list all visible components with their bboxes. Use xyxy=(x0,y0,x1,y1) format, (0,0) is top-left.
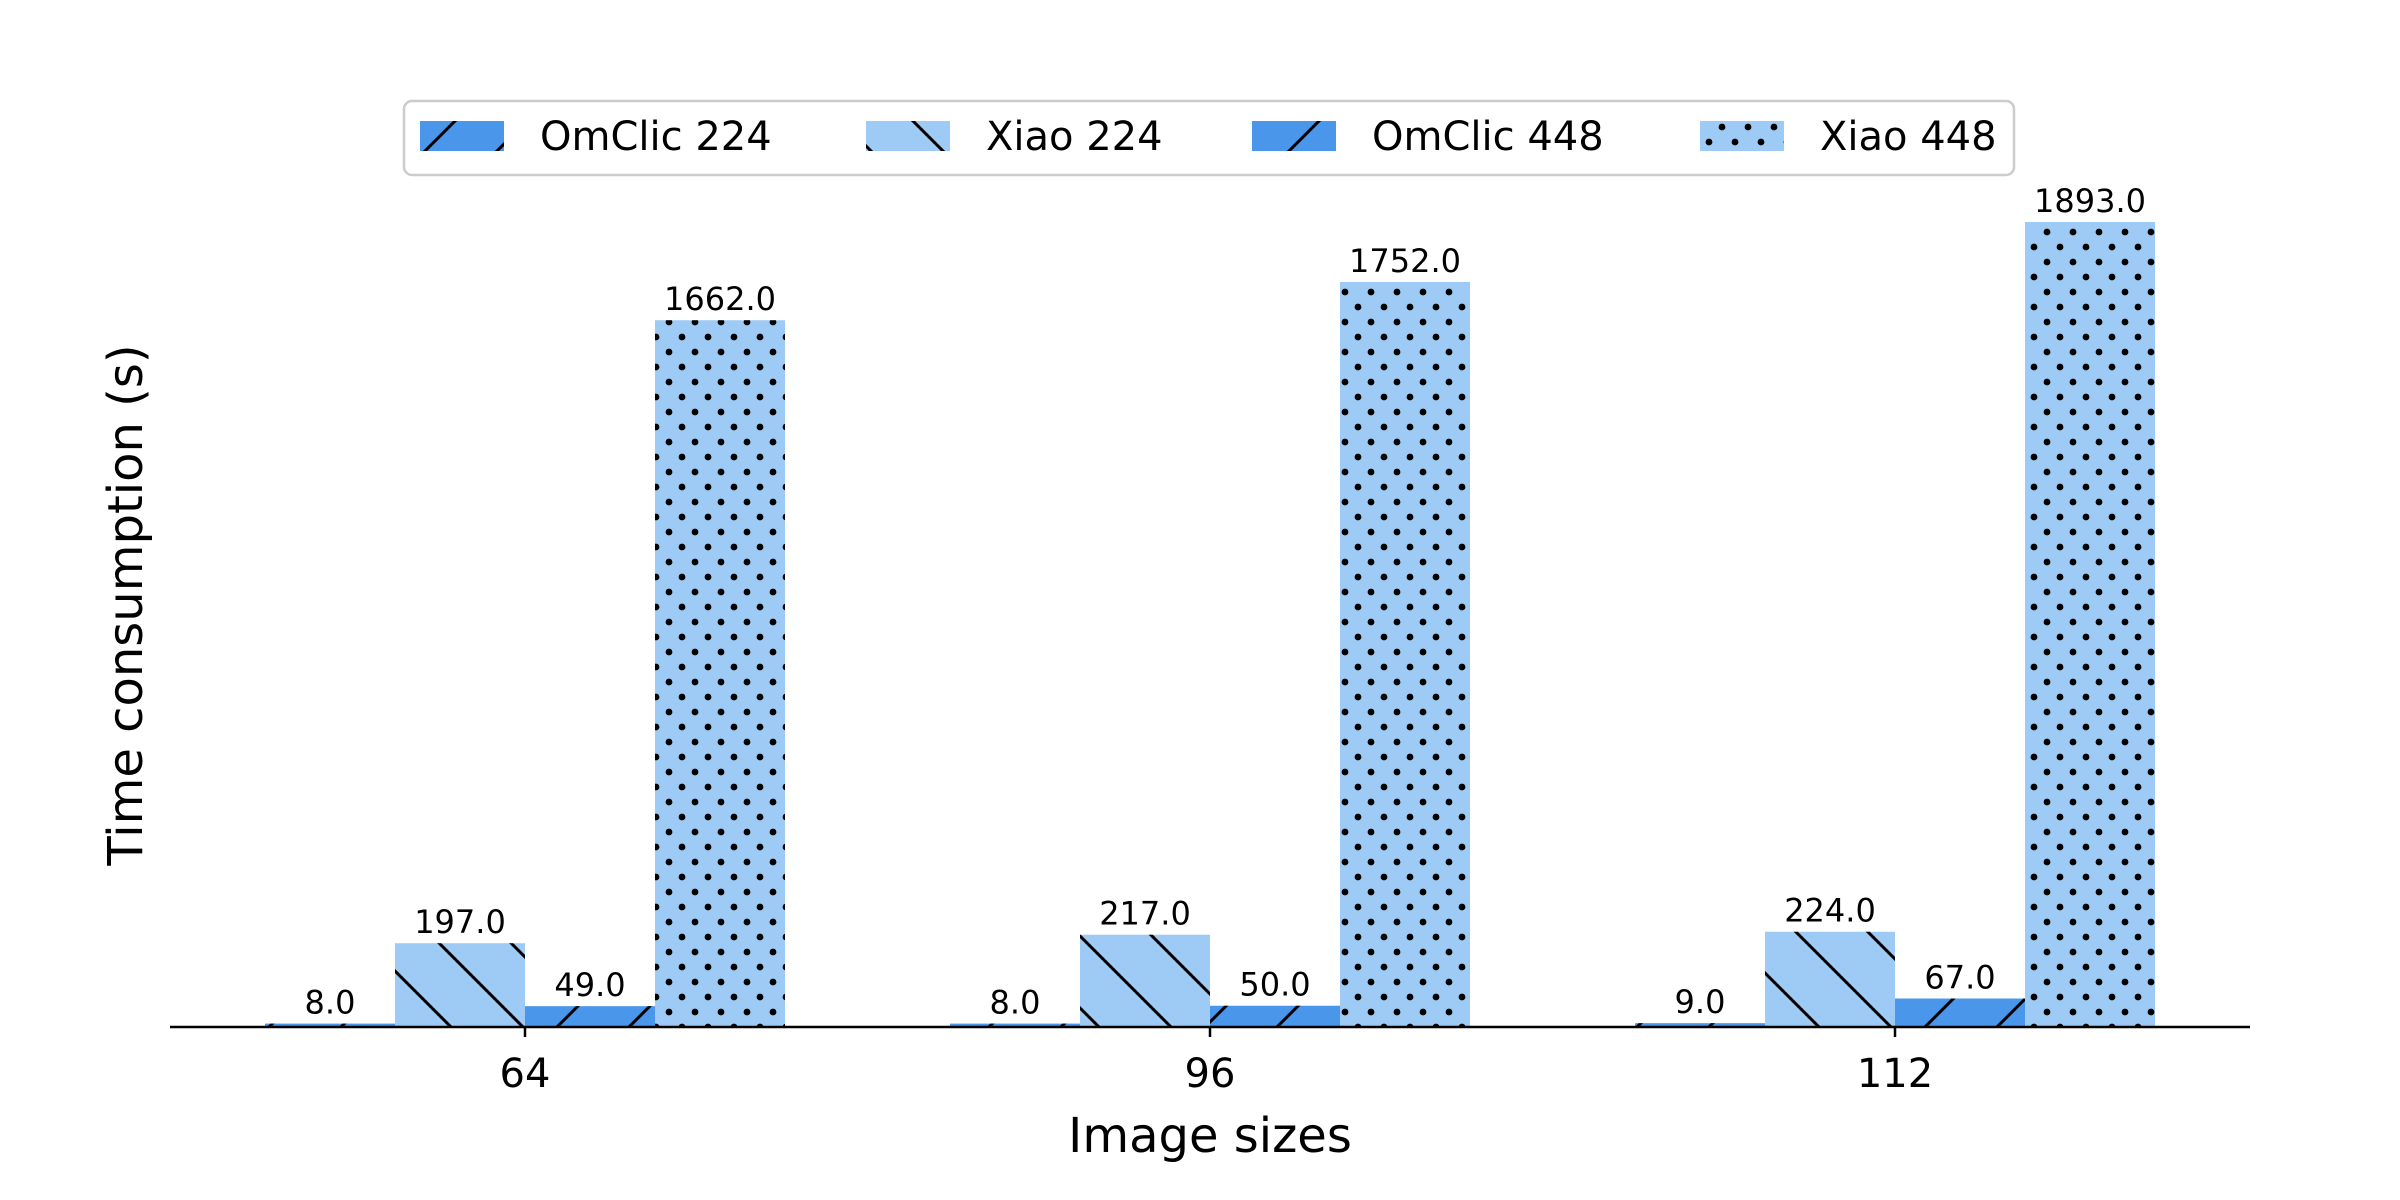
bar-hatch-omclic-224-112 xyxy=(1635,1023,1765,1027)
data-label-xiao-224-112: 224.0 xyxy=(1784,892,1876,930)
x-ticks-layer: 64 96 112 xyxy=(500,1027,1933,1097)
data-label-xiao-448-64: 1662.0 xyxy=(664,280,776,318)
data-label-omclic-448-112: 67.0 xyxy=(1924,959,1995,997)
legend-label-xiao-448: Xiao 448 xyxy=(1820,114,1997,160)
bars-layer xyxy=(265,222,2155,1027)
legend-swatch-hatch-omclic-224 xyxy=(420,121,504,151)
x-tick-label-96: 96 xyxy=(1185,1051,1236,1097)
x-tick-label-64: 64 xyxy=(500,1051,551,1097)
y-axis-title: Time consumption (s) xyxy=(98,344,154,866)
legend-swatch-hatch-xiao-224 xyxy=(866,121,950,151)
x-tick-label-112: 112 xyxy=(1857,1051,1933,1097)
bar-hatch-omclic-448-96 xyxy=(1210,1005,1340,1027)
bar-hatch-omclic-224-64 xyxy=(265,1023,395,1027)
data-label-xiao-224-64: 197.0 xyxy=(414,903,506,941)
data-labels-layer: 8.0 197.0 49.0 1662.0 8.0 217.0 50.0 1752.0 9.0 2… xyxy=(305,182,2146,1022)
data-label-xiao-224-96: 217.0 xyxy=(1099,895,1191,933)
legend-label-xiao-224: Xiao 224 xyxy=(986,114,1163,160)
data-label-xiao-448-112: 1893.0 xyxy=(2034,182,2146,220)
bar-hatch-omclic-224-96 xyxy=(950,1023,1080,1027)
bar-hatch-xiao-224-96 xyxy=(1080,934,1210,1027)
data-label-xiao-448-96: 1752.0 xyxy=(1349,242,1461,280)
legend-label-omclic-224: OmClic 224 xyxy=(540,114,772,160)
legend-swatch-hatch-xiao-448 xyxy=(1700,121,1784,151)
data-label-omclic-448-64: 49.0 xyxy=(554,966,625,1004)
legend: OmClic 224 Xiao 224 OmClic 448 Xiao 448 xyxy=(402,99,2016,177)
legend-swatch-hatch-omclic-448 xyxy=(1252,121,1336,151)
data-label-omclic-224-112: 9.0 xyxy=(1675,983,1726,1021)
data-label-omclic-224-96: 8.0 xyxy=(990,984,1041,1022)
data-label-omclic-448-96: 50.0 xyxy=(1239,966,1310,1004)
bar-hatch-xiao-448-64 xyxy=(655,320,785,1027)
bar-hatch-omclic-448-64 xyxy=(525,1006,655,1027)
legend-frame xyxy=(402,99,2016,177)
bar-hatch-xiao-224-112 xyxy=(1765,931,1895,1027)
legend-label-omclic-448: OmClic 448 xyxy=(1372,114,1604,160)
bar-hatch-xiao-224-64 xyxy=(395,943,525,1027)
bar-hatch-omclic-448-112 xyxy=(1895,998,2025,1027)
bar-hatch-xiao-448-96 xyxy=(1340,281,1470,1027)
x-axis-title: Image sizes xyxy=(1068,1108,1352,1164)
data-label-omclic-224-64: 8.0 xyxy=(305,984,356,1022)
bar-hatch-xiao-448-112 xyxy=(2025,222,2155,1027)
